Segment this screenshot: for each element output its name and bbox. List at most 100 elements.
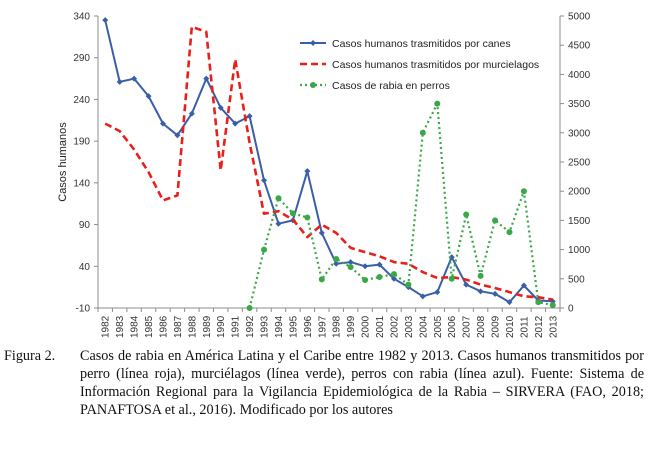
data-point [477,272,484,279]
data-point [275,195,282,202]
y2-tick-label: 4000 [568,70,591,81]
series-line [248,102,554,309]
chart-legend: Casos humanos trasmitidos por canes Casos… [300,38,539,92]
x-tick-label: 1987 [173,315,184,338]
data-point [362,263,369,270]
y-tick-label: 90 [79,220,91,231]
data-point [492,217,499,224]
rabies-line-chart: -10 40 90 140 190 240 290 340 0 500 1000 1500 2000 25… [57,12,591,339]
x-tick-label: 2011 [519,316,530,338]
data-point [506,299,513,306]
data-point [304,214,311,221]
data-point [492,290,499,297]
x-tick-label: 1985 [144,315,155,338]
x-tick-label: 1988 [187,315,198,338]
data-point [318,276,325,283]
x-tick-label: 1997 [317,315,328,338]
data-point [246,305,253,311]
data-point [261,246,268,253]
figure-caption-text: Casos de rabia en América Latina y el Ca… [80,348,644,418]
data-point [506,229,513,236]
x-tick-label: 1999 [346,315,357,338]
x-tick-label: 1995 [288,315,299,338]
y2-tick-label: 3500 [568,99,591,110]
data-point [333,255,340,262]
data-point [159,120,166,127]
series-line [104,19,553,304]
data-point [333,260,340,267]
data-point [376,274,383,281]
y2-tick-label: 500 [568,274,585,285]
data-point [102,17,109,24]
chart-axes: -10 40 90 140 190 240 290 340 0 500 1000 1500 2000 25… [73,12,590,339]
x-tick-label: 2003 [404,315,415,338]
x-tick-label: 1998 [332,315,343,338]
x-tick-label: 1992 [245,315,256,338]
x-tick-label: 1982 [101,315,112,338]
x-tick-label: 2005 [433,315,444,338]
y-tick-label: 190 [73,137,90,148]
data-point [261,177,268,184]
x-tick-label: 1983 [115,315,126,338]
data-point [203,75,210,82]
x-tick-label: 1986 [158,315,169,338]
series-2 [104,25,554,301]
y2-tick-label: 0 [568,304,574,315]
x-tick-label: 1990 [216,315,227,338]
data-point [131,75,138,82]
data-point [448,275,455,282]
y2-tick-label: 1000 [568,245,591,256]
x-tick-label: 1994 [274,315,285,338]
series-layer [102,17,556,311]
legend-marker [310,82,316,88]
data-point [477,288,484,295]
data-point [347,264,354,271]
data-point [405,281,412,288]
x-tick-label: 2000 [361,315,372,338]
data-point [520,282,527,289]
x-tick-label: 1991 [231,315,242,338]
data-point [535,299,542,306]
series-3 [246,100,556,311]
y-tick-label: -10 [76,304,91,315]
data-point [549,302,556,309]
y-tick-label: 40 [79,262,91,273]
series-1 [102,17,556,306]
data-point [188,110,195,117]
x-tick-label: 2009 [491,315,502,338]
x-tick-label: 1996 [303,315,314,338]
y2-tick-label: 4500 [568,41,591,52]
data-point [463,211,470,218]
data-point [362,276,369,283]
data-point [304,168,311,175]
x-tick-label: 2008 [476,315,487,338]
x-tick-label: 2001 [375,315,386,338]
legend-marker [310,40,316,46]
data-point [434,100,441,107]
x-tick-label: 2007 [462,315,473,338]
data-point [232,120,239,127]
x-tick-label: 1989 [202,315,213,338]
data-point [390,275,397,282]
legend-item: Casos humanos trasmitidos por murcielago… [300,59,539,71]
data-point [116,78,123,85]
legend-item: Casos de rabia en perros [300,80,450,92]
data-point [448,254,455,261]
y2-tick-label: 2000 [568,187,591,198]
x-tick-label: 2004 [418,315,429,338]
data-point [217,104,224,111]
data-point [289,210,296,217]
series-line [104,25,554,301]
data-point [275,220,282,227]
y-tick-label: 340 [73,12,90,23]
x-tick-label: 1984 [130,315,141,338]
x-tick-label: 2013 [548,315,559,338]
data-point [174,132,181,139]
y-tick-label: 140 [73,178,90,189]
y-tick-label: 290 [73,53,90,64]
legend-label: Casos humanos trasmitidos por canes [332,38,511,50]
y-axis-label: Casos humanos [57,122,69,202]
y-tick-label: 240 [73,95,90,106]
data-point [520,188,527,195]
data-point [347,259,354,266]
